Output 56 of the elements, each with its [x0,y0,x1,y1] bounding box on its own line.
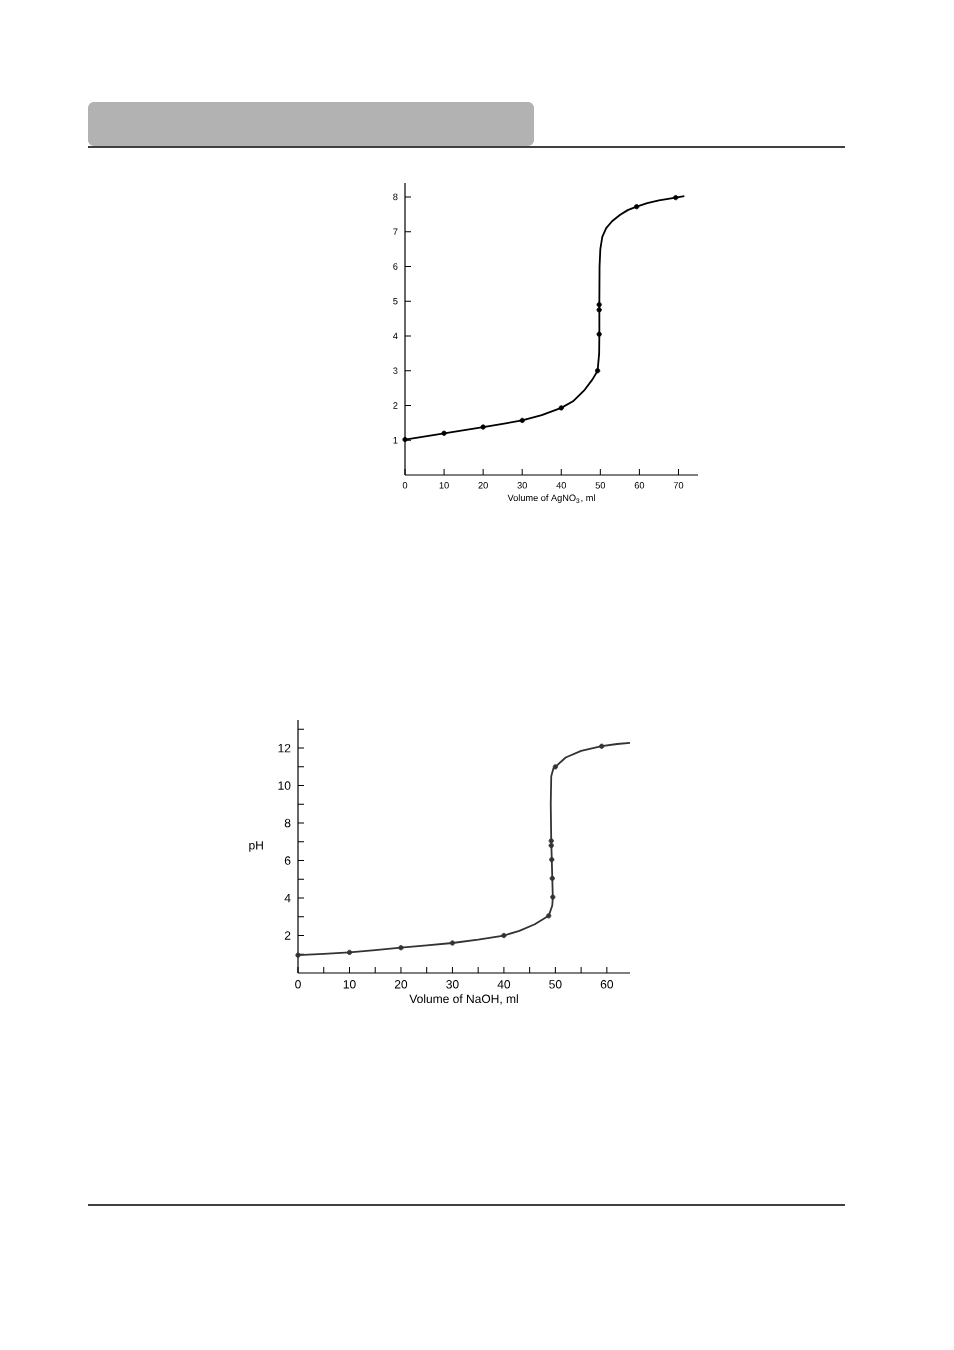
y-tick-label: 7 [393,228,398,235]
point [295,952,301,958]
point [596,302,602,308]
x-tick-label: 40 [556,482,567,489]
point [549,857,555,863]
y-tick-label: 10 [278,781,291,790]
x-tick-label: 30 [446,980,459,989]
point [480,424,486,430]
x-tick-label: 40 [497,980,511,989]
point [398,945,404,951]
x-tick-label: 10 [343,980,356,989]
point [519,417,525,424]
point [552,764,558,770]
point [599,743,605,749]
x-tick-label: 50 [595,482,606,489]
y-tick-label: 5 [393,297,398,305]
point [596,331,602,337]
point [595,368,601,374]
x-tick-label: 10 [439,482,449,489]
x-tick-label: 70 [673,482,684,489]
point [548,838,554,844]
point [549,875,555,881]
point [402,436,408,443]
y-tick-label: 8 [284,818,291,828]
y-tick-label: 1 [393,437,398,444]
point [596,307,602,313]
x-axis-title: Volume of NaOH, ml [409,994,518,1005]
y-tick-label: 6 [393,263,398,270]
x-tick-label: 30 [517,482,527,489]
point [441,430,447,436]
point [634,204,640,210]
x-tick-label: 0 [295,980,301,989]
y-tick-label: 2 [284,931,291,940]
y-tick-label: 3 [393,367,398,374]
y-tick-label: 4 [284,893,291,903]
point [501,932,507,939]
x-tick-label: 60 [600,980,614,989]
y-tick-label: 2 [393,402,398,409]
point [548,842,554,849]
y-tick-label: 12 [278,743,291,753]
y-tick-label: 8 [393,193,398,201]
y-tick-label: 6 [284,856,291,865]
point [550,894,556,900]
x-tick-label: 20 [478,482,488,489]
y-tick-label: 4 [393,332,398,340]
x-tick-label: 50 [549,980,562,989]
point [558,405,564,411]
x-tick-label: 60 [634,482,645,489]
point [346,949,353,955]
x-tick-label: 0 [402,482,408,489]
point [673,195,679,201]
point [546,913,552,919]
y-axis-title: pH [249,841,263,852]
x-axis-title: Volume of AgNO$_{3}$, ml [507,494,595,504]
x-tick-label: 20 [394,980,408,989]
point [449,940,456,946]
